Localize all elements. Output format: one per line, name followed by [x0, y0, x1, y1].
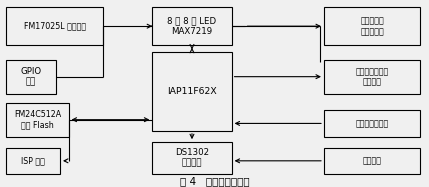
Bar — [324, 60, 420, 94]
Text: 8 位 8 段 LED
MAX7219: 8 位 8 段 LED MAX7219 — [167, 16, 217, 36]
Bar — [324, 148, 420, 174]
Text: 图 4   水控器硬件框图: 图 4 水控器硬件框图 — [180, 176, 249, 186]
Text: IAP11F62X: IAP11F62X — [167, 87, 217, 96]
Text: GPIO
按键: GPIO 按键 — [21, 67, 42, 86]
Bar — [152, 142, 232, 174]
Bar — [6, 103, 69, 137]
Bar — [324, 110, 420, 137]
Bar — [152, 52, 232, 131]
Text: ISP 接口: ISP 接口 — [21, 156, 45, 165]
Text: 脉冲流量传感器: 脉冲流量传感器 — [356, 119, 389, 128]
Text: FM17025L 天线模块: FM17025L 天线模块 — [24, 22, 86, 31]
Text: 光隔达林顿
电磁阀驱动: 光隔达林顿 电磁阀驱动 — [360, 16, 384, 36]
Text: 液位告警: 液位告警 — [363, 156, 382, 165]
Bar — [6, 148, 60, 174]
Text: DS1302
实时时钟: DS1302 实时时钟 — [175, 148, 209, 168]
Bar — [6, 60, 56, 94]
Text: FM24C512A
串行 Flash: FM24C512A 串行 Flash — [14, 110, 61, 129]
Bar — [152, 7, 232, 45]
Bar — [324, 7, 420, 45]
Text: 光隔双向可控硅
电源控制: 光隔双向可控硅 电源控制 — [356, 67, 389, 86]
Bar — [6, 7, 103, 45]
